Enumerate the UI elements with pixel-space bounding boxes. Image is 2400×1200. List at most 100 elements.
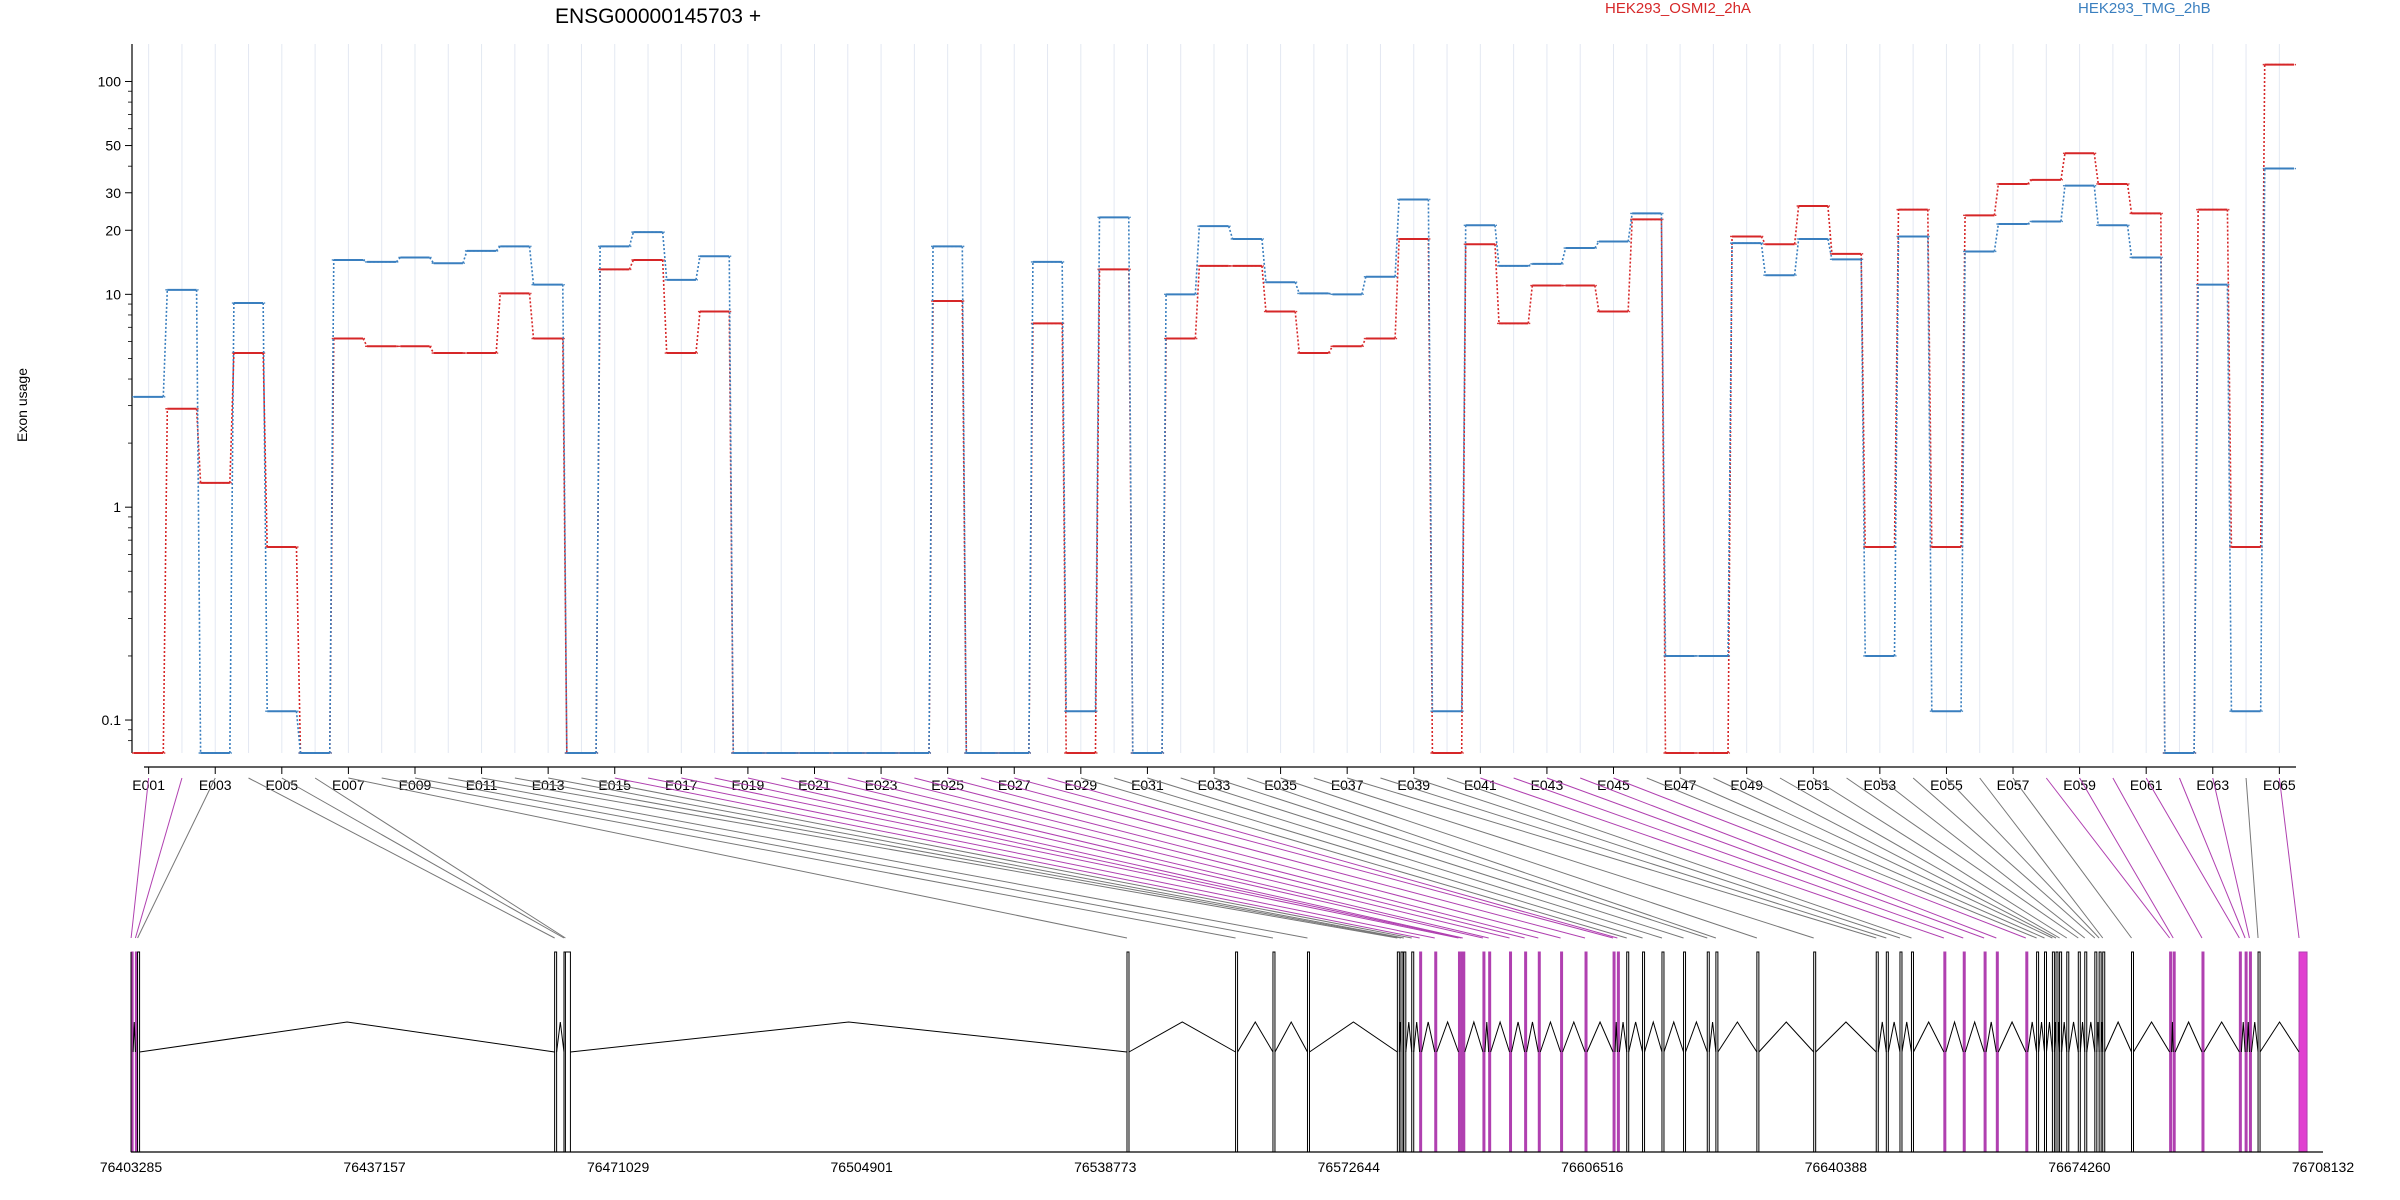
intron-line	[2057, 1021, 2061, 1053]
exon-connector	[781, 777, 1484, 939]
legend-series-1: HEK293_OSMI2_2hA	[1605, 0, 1751, 17]
exon-connector	[1546, 777, 1985, 939]
exon-connector	[1347, 777, 1877, 939]
exon-box	[2102, 951, 2106, 1153]
intron-line	[1758, 1021, 1815, 1053]
genomic-tick-label: 76640388	[1805, 1159, 1868, 1175]
y-tick-label: 100	[98, 73, 122, 89]
exon-box	[1482, 951, 1486, 1153]
exon-box	[2169, 951, 2173, 1153]
exon-connector	[1879, 777, 2086, 939]
intron-line	[1644, 1020, 1663, 1053]
exon-box	[2131, 951, 2135, 1153]
exon-box	[1396, 951, 1400, 1153]
x-tick-label: E003	[199, 777, 232, 793]
intron-line	[2174, 1020, 2203, 1053]
intron-line	[2046, 1021, 2053, 1053]
exon-connector	[1480, 777, 1944, 939]
intron-line	[1490, 1020, 1511, 1053]
genomic-axis: 76403285 76437157 76471029 76504901 76538773…	[100, 1151, 2354, 1175]
exon-box	[2257, 951, 2261, 1153]
intron-line	[1237, 1021, 1274, 1053]
exon-box	[2084, 951, 2088, 1153]
exon-connector	[2012, 777, 2132, 939]
intron-line	[1562, 1020, 1586, 1053]
intron-line	[1511, 1021, 1526, 1053]
intron-line	[1464, 1020, 1484, 1053]
exon-connector	[2045, 777, 2171, 939]
exon-connector	[130, 777, 150, 939]
intron-line	[2038, 1021, 2045, 1053]
exon-box	[2077, 951, 2081, 1153]
exon-connector	[847, 777, 1510, 939]
x-tick-label: E057	[1997, 777, 2030, 793]
exon-connector	[2278, 777, 2300, 939]
exon-connector	[1180, 777, 1684, 939]
intron-line	[2104, 1020, 2132, 1053]
gene-model	[130, 951, 2308, 1153]
exon-connector	[880, 777, 1525, 939]
exon-box	[1683, 951, 1687, 1153]
intron-line	[1274, 1020, 1308, 1053]
exon-connector	[1646, 777, 2037, 939]
intron-line	[570, 1021, 1128, 1053]
y-tick-label: 1	[113, 499, 121, 515]
intron-line	[1815, 1021, 1877, 1053]
intron-line	[2053, 1021, 2057, 1053]
exon-box	[1235, 951, 1239, 1153]
exon-box	[2094, 951, 2098, 1153]
x-tick-label: E053	[1863, 777, 1896, 793]
y-axis-label: Exon usage	[14, 368, 30, 442]
intron-line	[556, 1021, 565, 1053]
exon-connector	[747, 777, 1463, 939]
exon-box	[1306, 951, 1310, 1153]
exon-connector	[1713, 777, 2053, 939]
exon-connector	[2145, 777, 2240, 939]
genomic-tick-label: 76403285	[100, 1159, 163, 1175]
x-tick-label: E025	[931, 777, 964, 793]
intron-line	[1877, 1021, 1887, 1053]
intron-line	[2171, 1021, 2174, 1053]
genomic-tick-label: 76572644	[1318, 1159, 1381, 1175]
exon-connector	[1413, 777, 1901, 939]
exon-connector	[1047, 777, 1618, 939]
x-tick-label: E023	[865, 777, 898, 793]
exon-connector	[381, 777, 1236, 939]
exon-box	[1962, 951, 1966, 1153]
exon-connector	[548, 777, 1404, 939]
exon-box	[1457, 951, 1461, 1153]
exon-connector	[281, 777, 565, 939]
exon-connector	[2079, 777, 2174, 939]
exon-box	[1616, 951, 1620, 1153]
exon-connector	[980, 777, 1586, 939]
exon-connector	[2245, 777, 2259, 939]
series-2-dotted	[132, 167, 2296, 754]
exon-box	[1875, 951, 1879, 1153]
exon-box	[1411, 951, 1415, 1153]
exon-box	[1995, 951, 1999, 1153]
exon-box	[1983, 951, 1987, 1153]
exon-box	[1462, 951, 1466, 1153]
exon-connector	[614, 777, 1420, 939]
genomic-tick-label: 76674260	[2048, 1159, 2111, 1175]
legend-series-2: HEK293_TMG_2hB	[2078, 0, 2211, 17]
exon-box	[1126, 951, 1130, 1153]
exon-connector	[1147, 777, 1663, 939]
exon-connector	[1213, 777, 1708, 939]
y-tick-label: 20	[105, 222, 121, 238]
exon-box	[1537, 951, 1541, 1153]
exon-box	[1715, 951, 1719, 1153]
exon-connector	[2112, 777, 2203, 939]
exon-connector	[647, 777, 1435, 939]
exon-box	[2025, 951, 2029, 1153]
exon-box	[1706, 951, 1710, 1153]
intron-line	[2246, 1021, 2250, 1053]
intron-line	[1717, 1021, 1758, 1053]
exon-connector	[134, 777, 183, 939]
x-tick-label: E051	[1797, 777, 1830, 793]
exon-box	[1661, 951, 1665, 1153]
intron-line	[2096, 1021, 2100, 1053]
x-tick-label: E009	[399, 777, 432, 793]
